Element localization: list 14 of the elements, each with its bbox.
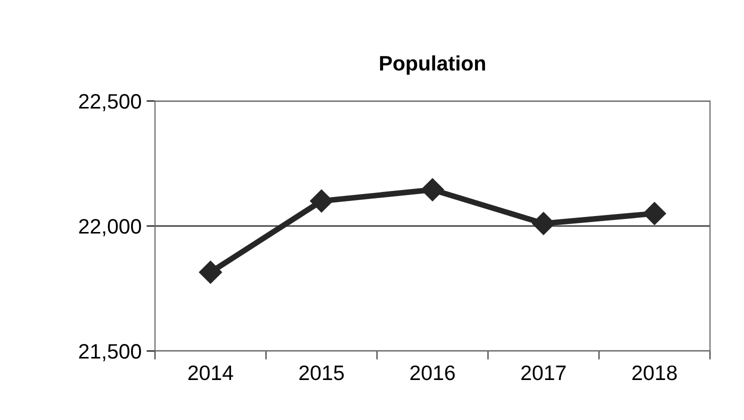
x-tick-label: 2018 xyxy=(632,365,677,380)
chart-title: Population xyxy=(380,55,486,75)
y-tick-label: 21,500 xyxy=(79,344,141,362)
x-tick-label: 2014 xyxy=(188,365,234,380)
point xyxy=(199,260,222,284)
point xyxy=(532,212,555,235)
y-tick-label: 22,500 xyxy=(79,94,141,112)
x-tick-label: 2015 xyxy=(299,365,344,380)
x-tick-label: 2016 xyxy=(410,365,455,380)
x-tick-label: 2017 xyxy=(521,365,566,380)
point xyxy=(421,178,444,202)
y-tick-label: 22,000 xyxy=(79,219,141,236)
point xyxy=(310,190,333,212)
point xyxy=(643,202,666,225)
